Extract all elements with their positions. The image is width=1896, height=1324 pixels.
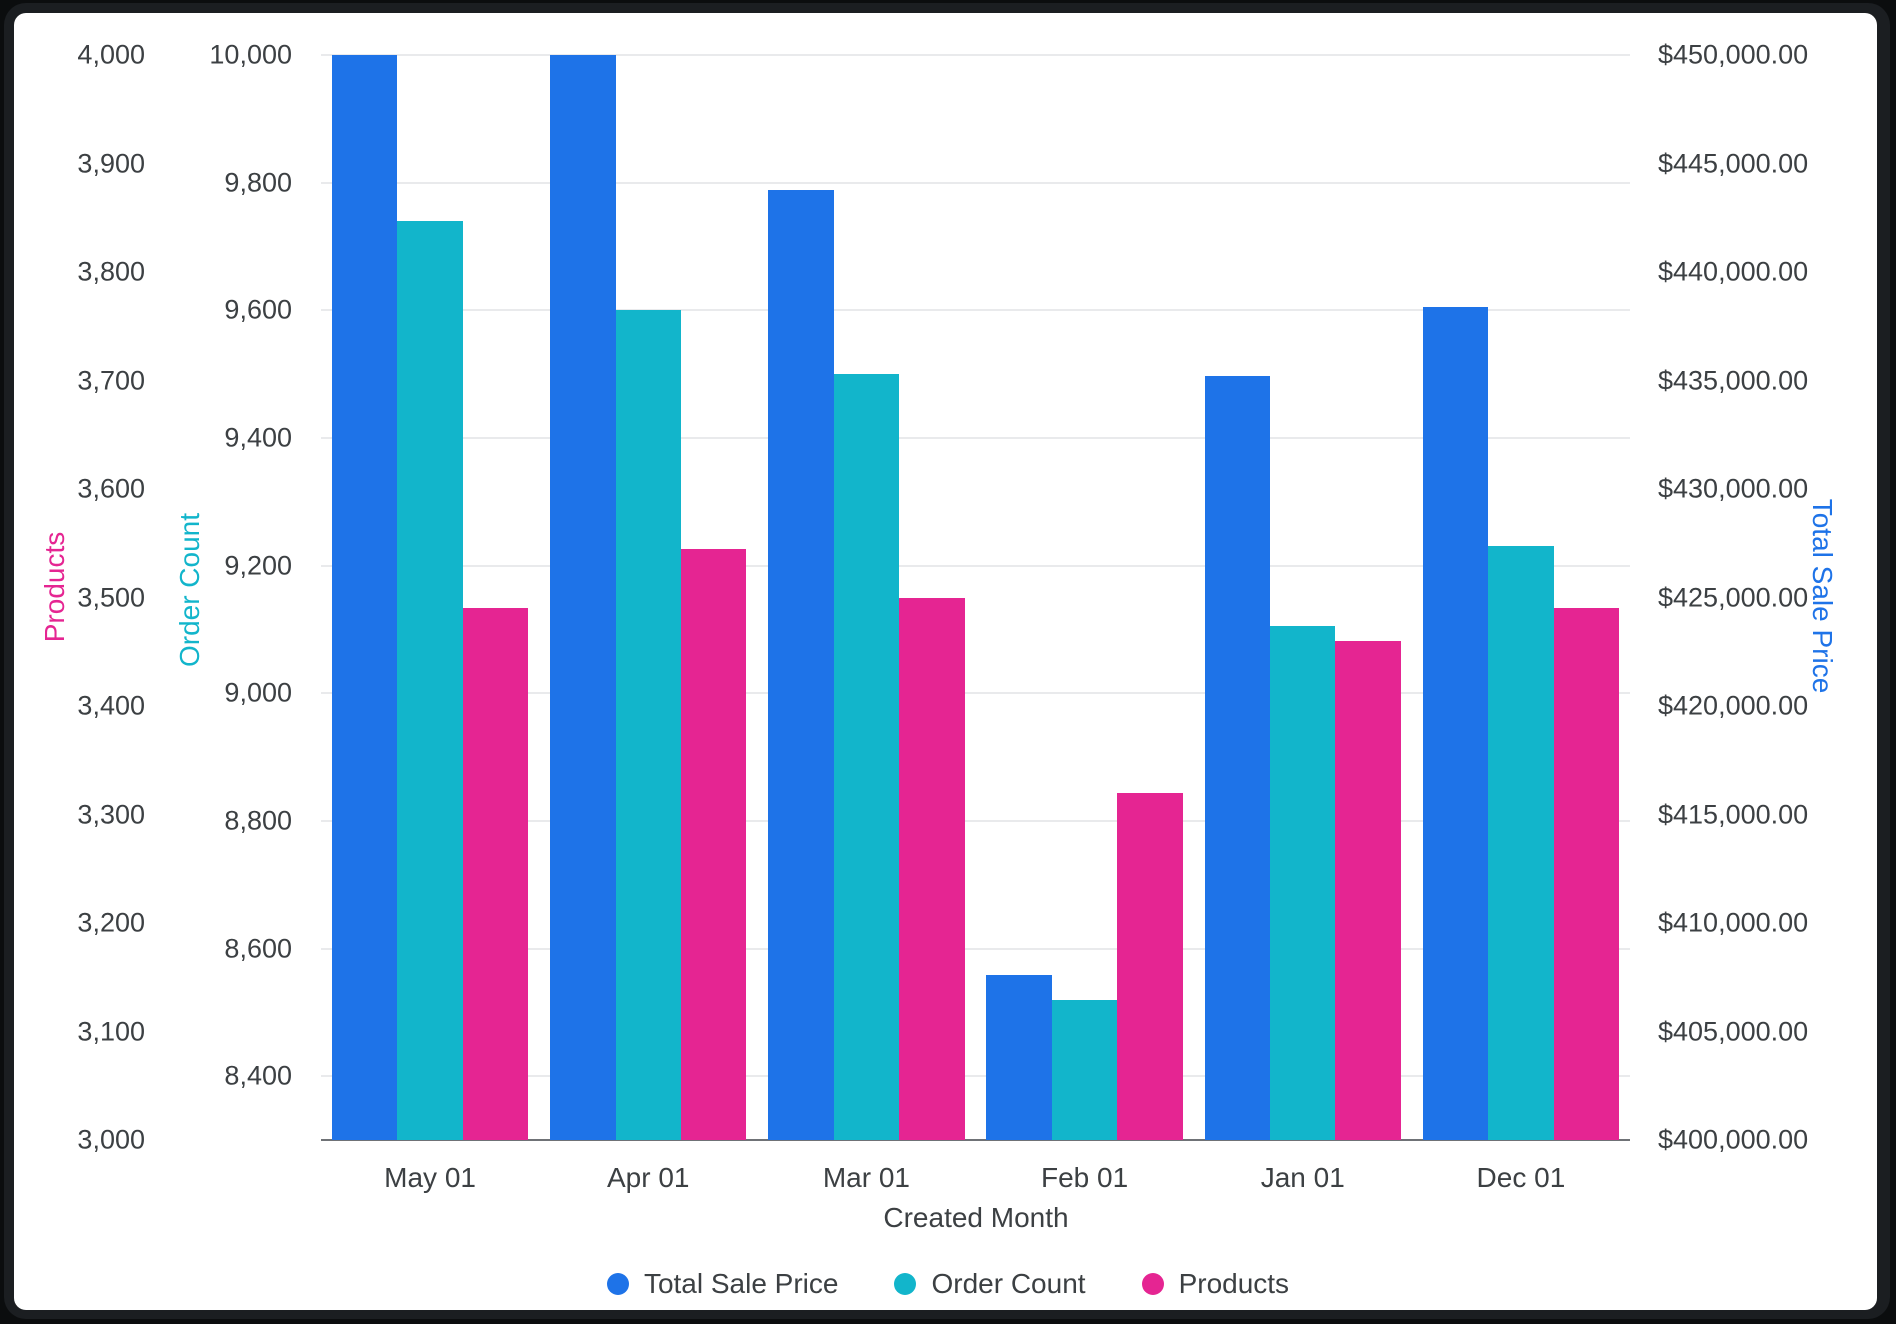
legend-dot-products [1141,1273,1164,1295]
gridline-10-000 [321,54,1630,56]
x-tick-feb-01: Feb 01 [1040,1162,1129,1193]
bar-order-count-mar-01[interactable] [833,374,900,1140]
x-tick-jan-01: Jan 01 [1260,1162,1345,1193]
x-tick-apr-01: Apr 01 [607,1162,690,1193]
legend-label: Products [1178,1268,1290,1299]
price-axis-tick--440-000-00: $440,000.00 [1658,256,1809,287]
bar-total-sale-price-mar-01[interactable] [768,189,834,1140]
legend-item-order-count[interactable]: Order Count [894,1268,1086,1300]
bar-order-count-dec-01[interactable] [1488,546,1554,1140]
gridline-9-800 [321,181,1630,184]
bar-products-apr-01[interactable] [680,548,747,1140]
price-axis-tick--410-000-00: $410,000.00 [1658,907,1809,938]
price-axis-title: Total Sale Price [1807,498,1838,694]
bar-products-dec-01[interactable] [1553,608,1620,1140]
price-axis-tick--435-000-00: $435,000.00 [1658,365,1809,395]
bar-total-sale-price-jan-01[interactable] [1204,376,1270,1140]
chart-legend: Total Sale Price Order Count Products [0,1258,1896,1310]
order-axis-title: Order Count [174,512,205,668]
order-axis-tick-9-200: 9,200 [224,550,292,581]
order-axis-tick-9-400: 9,400 [224,422,292,453]
price-axis-tick--415-000-00: $415,000.00 [1658,799,1809,829]
bar-total-sale-price-may-01[interactable] [331,55,398,1140]
price-axis-tick--450-000-00: $450,000.00 [1658,39,1809,70]
products-axis-tick-3-000: 3,000 [77,1124,145,1155]
bar-total-sale-price-apr-01[interactable] [550,55,616,1140]
price-axis-tick--400-000-00: $400,000.00 [1658,1124,1809,1155]
bar-order-count-jan-01[interactable] [1270,626,1336,1140]
bar-total-sale-price-dec-01[interactable] [1422,306,1489,1140]
x-axis-title: Created Month [883,1202,1069,1233]
price-axis-tick--430-000-00: $430,000.00 [1658,473,1809,504]
products-axis-tick-3-900: 3,900 [77,148,145,178]
x-axis-line [321,1139,1630,1141]
x-tick-may-01: May 01 [384,1162,476,1193]
order-axis-tick-8-400: 8,400 [224,1060,292,1091]
bar-products-may-01[interactable] [462,608,529,1140]
x-tick-dec-01: Dec 01 [1476,1162,1566,1193]
gridline-9-000 [321,692,1630,695]
legend-dot-order-count [894,1273,917,1295]
products-axis-tick-3-800: 3,800 [77,256,145,287]
x-tick-mar-01: Mar 01 [822,1162,910,1193]
products-axis-tick-3-400: 3,400 [77,690,145,721]
products-axis-tick-3-300: 3,300 [77,799,145,829]
order-axis-tick-9-000: 9,000 [224,677,292,708]
legend-item-total-sale-price[interactable]: Total Sale Price [606,1268,839,1300]
price-axis-tick--445-000-00: $445,000.00 [1658,148,1809,178]
products-axis-tick-4-000: 4,000 [77,39,145,70]
bar-total-sale-price-feb-01[interactable] [986,975,1052,1140]
gridline-9-400 [321,436,1630,439]
bar-products-mar-01[interactable] [899,597,965,1140]
legend-label: Order Count [931,1268,1086,1299]
price-axis-tick--425-000-00: $425,000.00 [1658,582,1809,612]
bar-products-jan-01[interactable] [1335,640,1401,1140]
gridline-8-600 [321,947,1630,950]
gridline-9-200 [321,564,1630,567]
gridline-8-800 [321,819,1630,822]
bar-order-count-may-01[interactable] [397,220,463,1140]
products-axis-tick-3-700: 3,700 [77,365,145,395]
price-axis-tick--420-000-00: $420,000.00 [1658,690,1809,721]
legend-item-products[interactable]: Products [1141,1268,1290,1300]
legend-dot-total-sale-price [606,1273,629,1295]
gridline-9-600 [321,309,1630,312]
bar-order-count-feb-01[interactable] [1051,999,1118,1140]
products-axis-tick-3-500: 3,500 [77,582,145,612]
products-axis-tick-3-200: 3,200 [77,907,145,938]
bar-products-feb-01[interactable] [1117,792,1183,1140]
order-axis-tick-8-600: 8,600 [224,933,292,964]
products-axis-tick-3-600: 3,600 [77,473,145,504]
legend-label: Total Sale Price [643,1268,839,1299]
products-axis-title: Products [39,531,70,643]
order-axis-tick-9-800: 9,800 [224,167,292,198]
price-axis-tick--405-000-00: $405,000.00 [1658,1016,1809,1046]
order-axis-tick-10-000: 10,000 [209,39,292,70]
bar-order-count-apr-01[interactable] [615,310,681,1140]
order-axis-tick-8-800: 8,800 [224,805,292,836]
order-axis-tick-9-600: 9,600 [224,294,292,325]
gridline-8-400 [321,1075,1630,1078]
products-axis-tick-3-100: 3,100 [77,1016,145,1046]
